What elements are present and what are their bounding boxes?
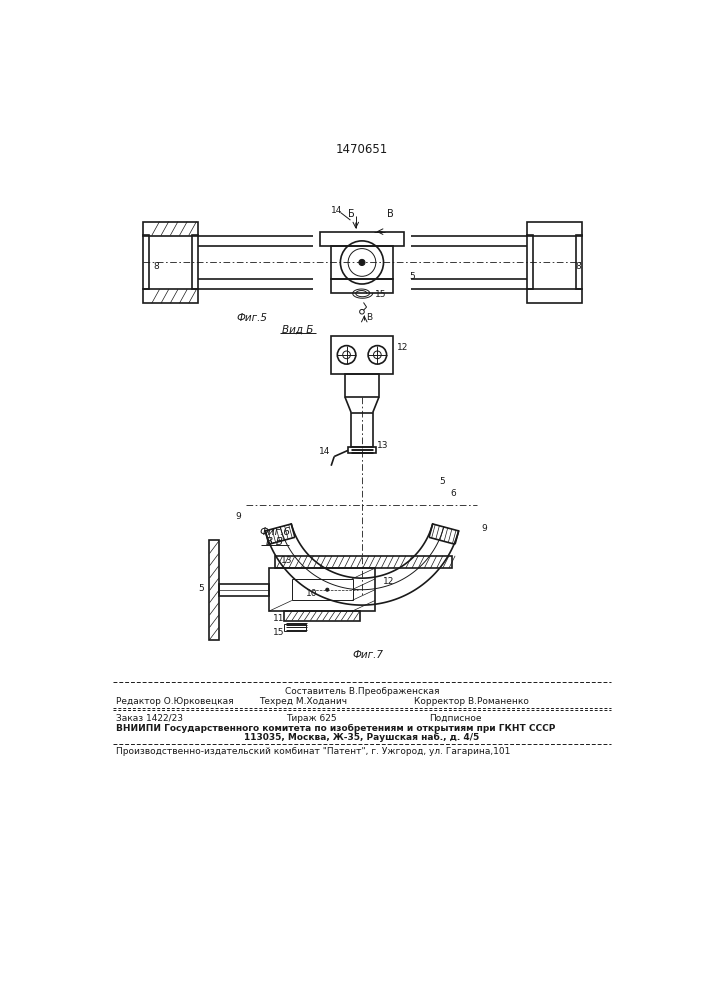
Text: 13: 13 xyxy=(281,556,293,565)
Text: 13: 13 xyxy=(377,441,388,450)
Text: 10: 10 xyxy=(305,589,317,598)
Bar xyxy=(527,235,533,289)
Text: 1470651: 1470651 xyxy=(336,143,388,156)
Text: 8: 8 xyxy=(575,262,581,271)
Bar xyxy=(143,235,148,289)
Circle shape xyxy=(326,588,329,591)
Bar xyxy=(348,447,376,453)
Text: 9: 9 xyxy=(481,524,487,533)
Text: Тираж 625: Тираж 625 xyxy=(286,714,337,723)
Text: 6: 6 xyxy=(450,489,456,498)
Text: В: В xyxy=(387,209,393,219)
Text: 5: 5 xyxy=(198,584,204,593)
Text: 5: 5 xyxy=(409,272,416,281)
Text: Фиг.7: Фиг.7 xyxy=(352,650,383,660)
Text: 11: 11 xyxy=(273,614,284,623)
Text: Вид Б: Вид Б xyxy=(282,324,314,334)
Bar xyxy=(331,246,393,279)
Text: Техред М.Ходанич: Техред М.Ходанич xyxy=(259,697,348,706)
Bar xyxy=(320,232,404,246)
Text: 12: 12 xyxy=(382,578,394,586)
Bar xyxy=(527,222,582,235)
Bar xyxy=(143,222,198,235)
Bar xyxy=(218,584,269,596)
Text: 15: 15 xyxy=(375,290,387,299)
Text: ВНИИПИ Государственного комитета по изобретениям и открытиям при ГКНТ СССР: ВНИИПИ Государственного комитета по изоб… xyxy=(115,724,555,733)
Text: 14: 14 xyxy=(319,447,330,456)
Text: Производственно-издательский комбинат "Патент", г. Ужгород, ул. Гагарина,101: Производственно-издательский комбинат "П… xyxy=(115,747,510,756)
Bar xyxy=(284,611,360,620)
Text: 12: 12 xyxy=(397,343,408,352)
Text: Редактор О.Юрковецкая: Редактор О.Юрковецкая xyxy=(115,697,233,706)
Bar xyxy=(143,289,198,303)
Text: 113035, Москва, Ж-35, Раушская наб., д. 4/5: 113035, Москва, Ж-35, Раушская наб., д. … xyxy=(245,733,479,742)
Bar xyxy=(192,235,198,289)
Bar xyxy=(269,568,375,611)
Text: 9: 9 xyxy=(235,512,240,521)
Text: Составитель В.Преображенская: Составитель В.Преображенская xyxy=(285,687,439,696)
Bar xyxy=(351,413,373,447)
Bar xyxy=(331,336,393,374)
Bar xyxy=(576,235,582,289)
Text: 8: 8 xyxy=(153,262,159,271)
Text: Фиг.5: Фиг.5 xyxy=(236,313,267,323)
Text: 14: 14 xyxy=(331,206,342,215)
Text: Фиг.6: Фиг.6 xyxy=(259,527,291,537)
Text: В: В xyxy=(366,313,372,322)
Circle shape xyxy=(359,259,365,266)
Text: В-В: В-В xyxy=(266,537,284,547)
Bar xyxy=(345,374,379,397)
Bar xyxy=(209,540,218,640)
Text: 5: 5 xyxy=(439,477,445,486)
Bar xyxy=(292,579,354,600)
Bar xyxy=(527,289,582,303)
Bar xyxy=(284,624,305,631)
Text: Б: Б xyxy=(348,209,355,219)
Text: Корректор В.Романенко: Корректор В.Романенко xyxy=(414,697,528,706)
Text: Заказ 1422/23: Заказ 1422/23 xyxy=(115,714,182,723)
Text: 15: 15 xyxy=(273,628,284,637)
Bar xyxy=(331,279,393,293)
Text: Подписное: Подписное xyxy=(429,714,481,723)
Bar xyxy=(275,556,452,568)
